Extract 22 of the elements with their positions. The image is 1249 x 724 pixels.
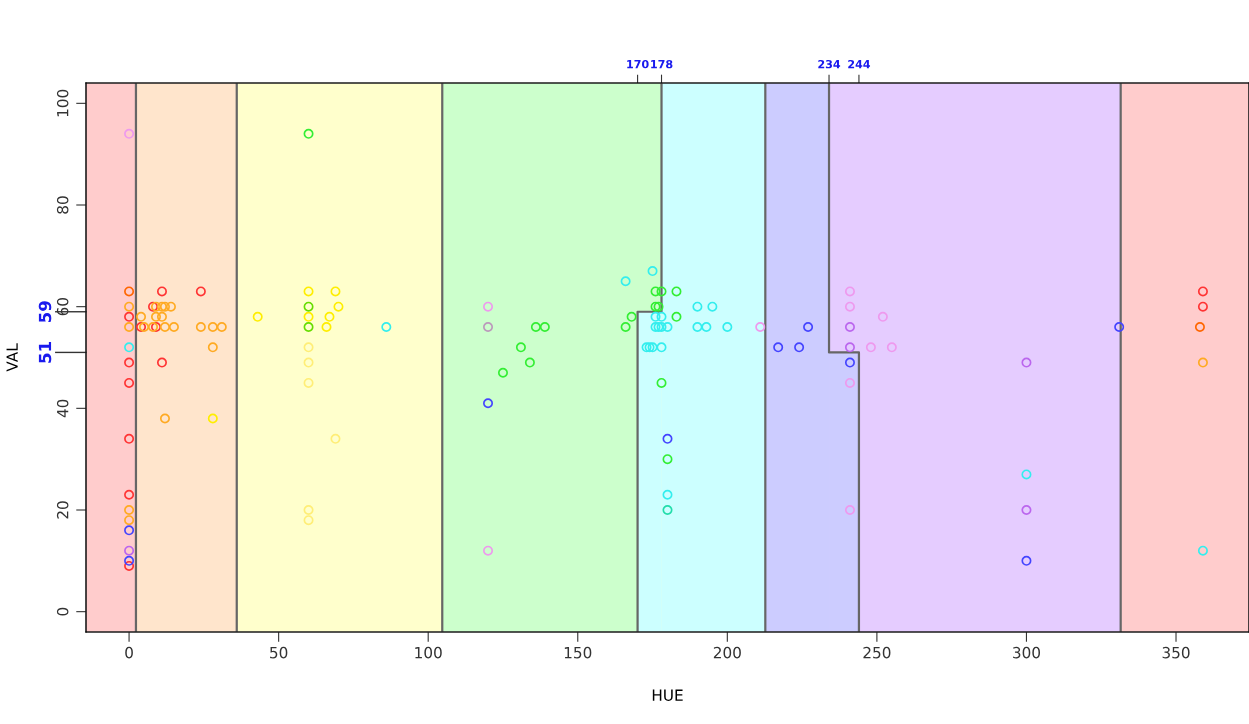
y-tick-label: 80 [56, 196, 69, 214]
x-tick-label: 50 [270, 646, 288, 659]
x-axis-title: HUE [652, 689, 683, 701]
x2-tick-label: 234 [818, 59, 841, 69]
y-tick-label: 40 [56, 399, 69, 418]
y-tick-label: 60 [56, 297, 69, 316]
x-tick-label: 200 [713, 646, 741, 659]
x-tick-label: 350 [1162, 646, 1190, 659]
ref-line-label: 51 [38, 341, 52, 363]
y-tick-label: 100 [56, 89, 69, 117]
x-tick-label: 250 [863, 646, 891, 659]
x-tick-label: 0 [125, 646, 133, 659]
x-tick-label: 100 [415, 646, 442, 659]
ref-line-label: 59 [38, 301, 52, 323]
x2-tick-label: 244 [848, 59, 871, 69]
x2-tick-label: 170 [627, 59, 649, 69]
x-tick-label: 150 [564, 646, 592, 659]
x2-tick-label: 178 [651, 59, 673, 69]
y-tick-label: 20 [56, 501, 69, 519]
y-axis-title: VAL [6, 343, 18, 372]
x-tick-label: 300 [1013, 646, 1041, 659]
y-tick-label: 0 [56, 607, 69, 616]
